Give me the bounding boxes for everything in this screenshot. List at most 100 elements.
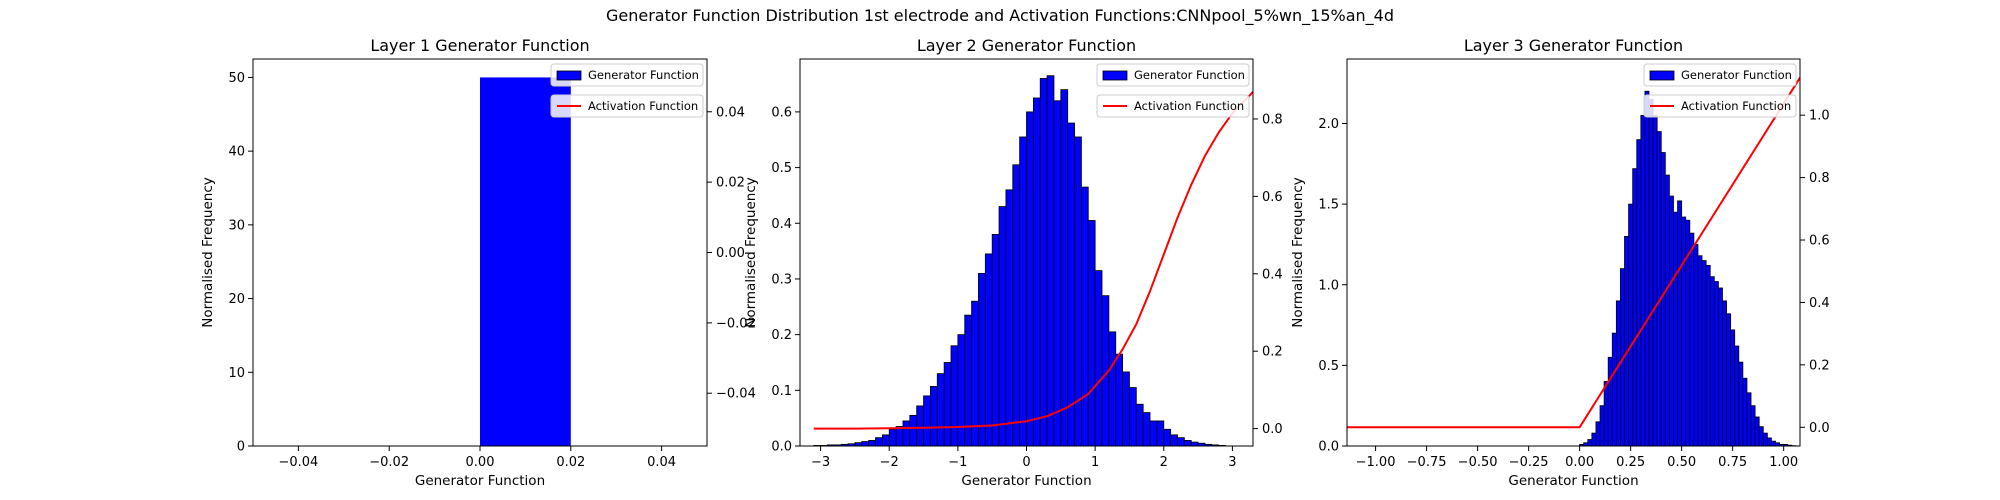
x-tick-label: 0.00 (466, 455, 495, 470)
histogram-bar (1771, 440, 1776, 446)
panel-2: −3 −2 −1 0 1 2 3 0.0 0.1 0.2 0.3 0.4 0.5 0.6 0.0 0.2 0.4… (743, 36, 1283, 489)
histogram-bar (1746, 392, 1752, 446)
histogram-bar (936, 373, 945, 446)
histogram-bar (1149, 420, 1158, 446)
x-axis-label: Generator Function (415, 473, 545, 489)
histogram-bar (1624, 235, 1629, 446)
plot-frame (1346, 58, 1801, 447)
activation-function-line (813, 91, 1253, 430)
y-axis-label: Normalised Frequency (743, 177, 759, 328)
x-tick-label: −2 (880, 455, 899, 470)
histogram-bar (480, 77, 571, 446)
histogram-bar (1664, 174, 1670, 446)
panel-title: Layer 3 Generator Function (1464, 36, 1683, 55)
x-tick-label: 0.25 (1616, 455, 1645, 470)
y-tick-label: 0.5 (1318, 359, 1339, 374)
y-tick-label: 0.2 (771, 328, 792, 343)
histogram-bar (1689, 232, 1695, 446)
histogram-bar (861, 441, 870, 446)
histogram-bar (1677, 200, 1683, 446)
histogram-bar (991, 234, 1000, 446)
histogram-bar (1693, 244, 1699, 446)
histogram-bar (1726, 313, 1732, 446)
histogram-bar (881, 434, 890, 446)
x-tick-label: −0.25 (1509, 455, 1549, 470)
histogram-bar (1607, 356, 1613, 446)
histogram-bar (1591, 432, 1597, 446)
histogram-bar (1060, 89, 1069, 446)
y-tick-label: 0.6 (771, 105, 792, 120)
histogram-bars (813, 75, 1226, 446)
histogram-bar (1632, 168, 1638, 446)
y2-tick-label: 0.4 (1262, 267, 1283, 282)
histogram-bar (1648, 98, 1654, 446)
histogram-bars (480, 77, 571, 446)
histogram-bar (1754, 416, 1760, 446)
legend-label: Generator Function (1134, 68, 1245, 82)
legend-box (1643, 94, 1797, 118)
histogram-bar (1039, 78, 1048, 446)
y-axis-label: Normalised Frequency (1290, 177, 1306, 328)
histogram-bar (1734, 345, 1740, 446)
histogram-bar (1170, 434, 1178, 446)
y-tick-label: 40 (228, 145, 245, 160)
histogram-bar (1019, 136, 1027, 446)
histogram-bar (1640, 115, 1646, 446)
histogram-bar (1094, 270, 1103, 446)
x-tick-label: 1 (1091, 455, 1099, 470)
histogram-bar (1012, 164, 1021, 446)
y2-tick-label: 0.0 (1262, 422, 1283, 437)
y2-tick-label: 0.02 (716, 176, 745, 191)
histogram-bar (1108, 331, 1117, 446)
histogram-bar (1697, 255, 1703, 446)
histogram-bar (1177, 437, 1185, 446)
x-tick-label: 3 (1228, 455, 1236, 470)
histogram-bar (1730, 329, 1736, 446)
histogram-bar (1701, 260, 1707, 446)
histogram-bar (1053, 100, 1062, 446)
histogram-bar (943, 362, 952, 446)
legend-box (550, 63, 704, 87)
histogram-bar (1669, 195, 1674, 446)
legend-label: Activation Function (1134, 99, 1244, 113)
panel-title: Layer 2 Generator Function (917, 36, 1136, 55)
x-tick-label: 0.04 (647, 455, 676, 470)
histogram-bar (1115, 353, 1123, 446)
y-tick-label: 0.3 (771, 272, 792, 287)
y2-tick-label: 0.6 (1809, 234, 1830, 249)
legend-box (1643, 63, 1797, 87)
y2-tick-label: 0.04 (716, 105, 745, 120)
x-tick-label: 0.50 (1667, 455, 1696, 470)
histogram-bar (1673, 211, 1678, 446)
histogram-bar (1135, 403, 1144, 446)
x-tick-label: −0.02 (369, 455, 409, 470)
y2-tick-label: −0.04 (716, 387, 756, 402)
histogram-bars (1579, 90, 1797, 446)
histogram-bar (1046, 75, 1055, 446)
y2-tick-label: 0.0 (1809, 421, 1830, 436)
x-axis-label: Generator Function (961, 473, 1091, 489)
histogram-bar (971, 300, 979, 446)
y2-tick-label: 1.0 (1809, 109, 1830, 124)
histogram-bar (1762, 432, 1768, 446)
histogram-bar (1603, 381, 1609, 446)
y2-tick-label: 0.00 (716, 246, 745, 261)
legend-label: Activation Function (588, 99, 698, 113)
histogram-bar (1183, 440, 1192, 446)
x-tick-label: 0.00 (1565, 455, 1594, 470)
histogram-bar (1705, 264, 1711, 446)
histogram-bar (1644, 90, 1650, 446)
y2-tick-label: 0.6 (1262, 190, 1283, 205)
histogram-bar (1758, 426, 1764, 446)
legend-label: Generator Function (1681, 68, 1792, 82)
y-tick-label: 20 (228, 292, 245, 307)
legend-swatch-histogram (1102, 70, 1128, 81)
x-tick-label: −0.50 (1458, 455, 1498, 470)
y-tick-label: 0.5 (771, 161, 792, 176)
x-tick-label: −3 (811, 455, 830, 470)
y-tick-label: 50 (228, 71, 245, 86)
histogram-bar (1681, 216, 1687, 446)
histogram-bar (1599, 405, 1605, 446)
histogram-bar (1026, 111, 1034, 446)
y-tick-label: 1.5 (1318, 198, 1339, 213)
